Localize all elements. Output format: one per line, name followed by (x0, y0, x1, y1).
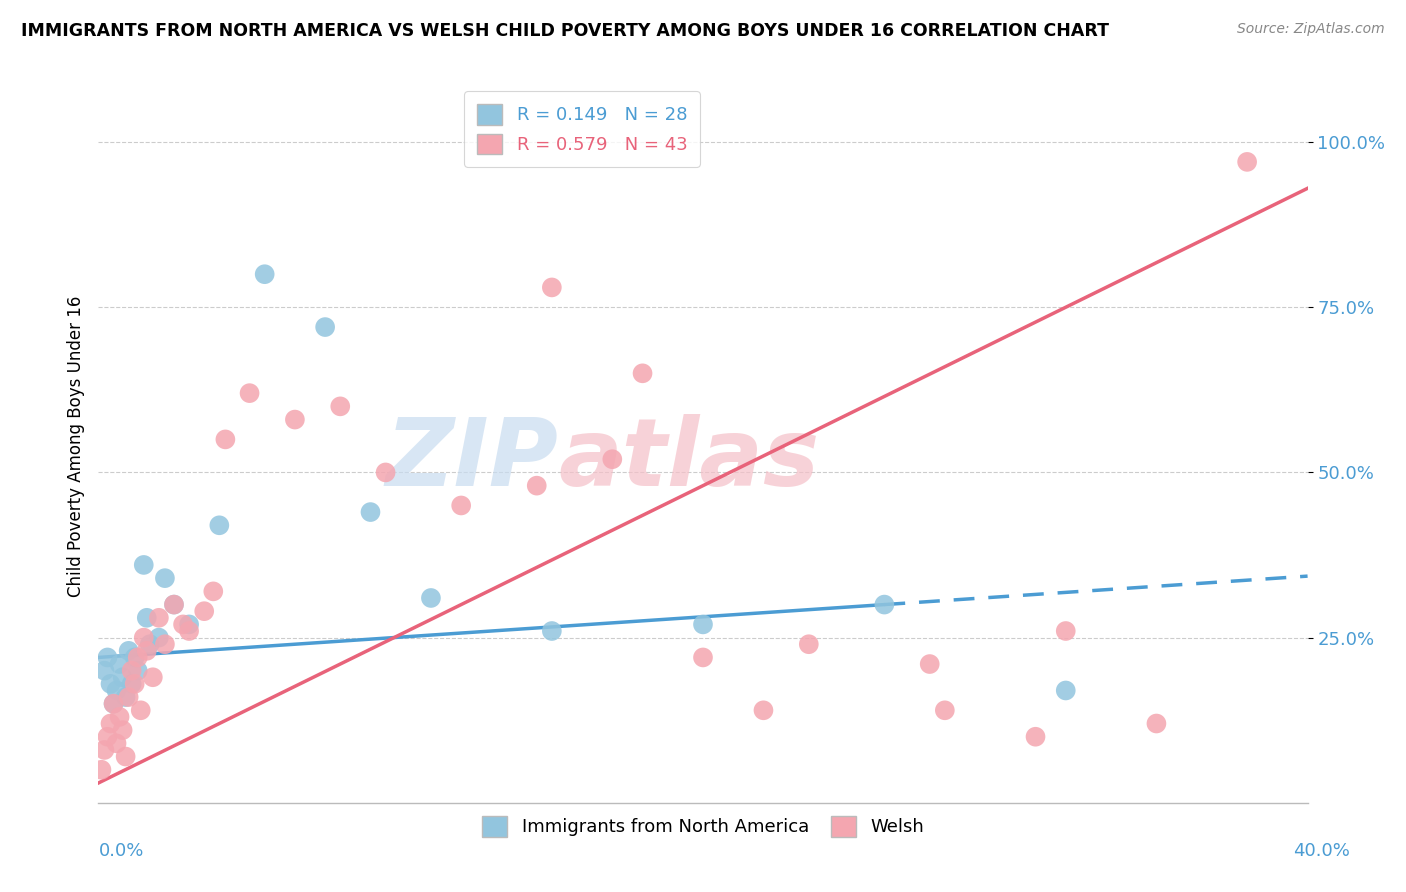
Point (132, 631, 155, 645)
Point (692, 617, 714, 632)
Point (124, 650, 146, 665)
Point (139, 637, 162, 651)
Text: IMMIGRANTS FROM NORTH AMERICA VS WELSH CHILD POVERTY AMONG BOYS UNDER 16 CORRELA: IMMIGRANTS FROM NORTH AMERICA VS WELSH C… (21, 22, 1109, 40)
Point (118, 690, 141, 704)
Point (540, 280, 562, 294)
Point (132, 558, 155, 572)
Point (420, 591, 443, 605)
Point (118, 644, 141, 658)
Point (105, 736, 128, 750)
Point (148, 611, 170, 625)
Point (121, 677, 143, 691)
Point (108, 657, 131, 671)
Point (124, 677, 146, 691)
Point (314, 320, 336, 334)
Point (752, 703, 775, 717)
Point (129, 703, 152, 717)
Point (179, 624, 201, 638)
Point (797, 637, 820, 651)
Point (142, 670, 165, 684)
Point (100, 716, 122, 731)
Point (329, 400, 352, 414)
Point (121, 664, 143, 678)
Text: 40.0%: 40.0% (1294, 842, 1350, 860)
Point (374, 466, 396, 480)
Point (111, 670, 134, 684)
Point (450, 499, 472, 513)
Point (1054, 683, 1077, 698)
Y-axis label: Child Poverty Among Boys Under 16: Child Poverty Among Boys Under 16 (66, 295, 84, 597)
Point (100, 677, 122, 691)
Point (631, 367, 654, 381)
Point (214, 433, 236, 447)
Point (1054, 624, 1077, 638)
Point (96, 650, 118, 665)
Point (93, 743, 115, 757)
Point (193, 604, 215, 618)
Point (172, 617, 194, 632)
Point (127, 664, 149, 678)
Point (111, 723, 134, 738)
Point (1144, 716, 1167, 731)
Point (153, 571, 176, 585)
Point (163, 598, 186, 612)
Point (239, 386, 262, 401)
Point (934, 703, 956, 717)
Point (873, 598, 896, 612)
Point (602, 452, 624, 467)
Point (284, 412, 307, 426)
Point (360, 505, 382, 519)
Point (1236, 154, 1258, 169)
Text: ZIP: ZIP (385, 414, 558, 507)
Point (90, 763, 112, 777)
Point (208, 518, 231, 533)
Point (93, 664, 115, 678)
Point (103, 697, 125, 711)
Point (253, 267, 276, 281)
Point (918, 657, 941, 671)
Point (105, 683, 128, 698)
Legend: Immigrants from North America, Welsh: Immigrants from North America, Welsh (475, 808, 931, 844)
Point (135, 644, 157, 658)
Point (127, 650, 149, 665)
Point (540, 624, 562, 638)
Point (96, 730, 118, 744)
Point (163, 598, 186, 612)
Point (692, 650, 714, 665)
Point (114, 690, 136, 704)
Point (148, 631, 170, 645)
Point (202, 584, 225, 599)
Point (179, 617, 201, 632)
Point (108, 710, 131, 724)
Point (135, 611, 157, 625)
Point (1024, 730, 1046, 744)
Point (526, 478, 548, 492)
Text: Source: ZipAtlas.com: Source: ZipAtlas.com (1237, 22, 1385, 37)
Point (114, 749, 136, 764)
Text: 0.0%: 0.0% (98, 842, 143, 860)
Text: atlas: atlas (558, 414, 820, 507)
Point (153, 637, 176, 651)
Point (103, 697, 125, 711)
